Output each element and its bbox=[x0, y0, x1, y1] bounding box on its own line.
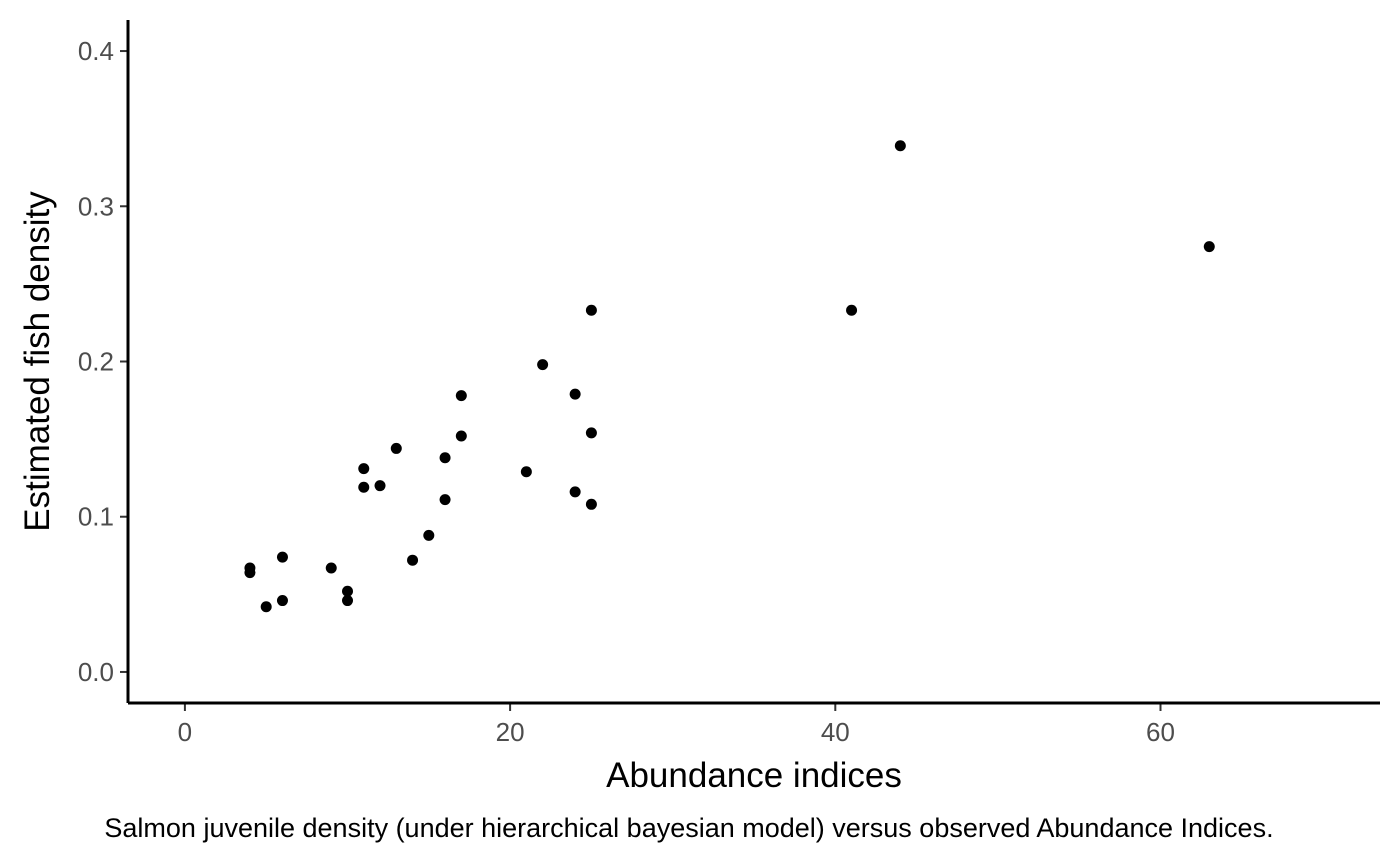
data-point bbox=[374, 480, 386, 492]
data-point bbox=[276, 551, 288, 563]
x-tick-label: 40 bbox=[821, 717, 850, 747]
data-point bbox=[276, 595, 288, 607]
data-point bbox=[439, 494, 451, 506]
data-point bbox=[894, 140, 906, 152]
y-tick-label: 0.1 bbox=[78, 502, 114, 532]
y-tick-label: 0.0 bbox=[78, 657, 114, 687]
x-axis-title: Abundance indices bbox=[606, 756, 902, 795]
data-point bbox=[390, 442, 402, 454]
y-tick-label: 0.4 bbox=[78, 36, 114, 66]
x-tick-label: 20 bbox=[496, 717, 525, 747]
x-axis-ticks: 0 20 40 60 bbox=[178, 703, 1175, 747]
x-tick-label: 60 bbox=[1146, 717, 1175, 747]
data-point bbox=[342, 595, 354, 607]
data-point bbox=[846, 304, 858, 316]
data-point bbox=[358, 463, 370, 475]
y-axis-ticks: 0.0 0.1 0.2 0.3 0.4 bbox=[78, 36, 128, 687]
data-point bbox=[423, 529, 435, 541]
data-point bbox=[585, 498, 597, 510]
data-point bbox=[260, 601, 272, 613]
figure-caption: Salmon juvenile density (under hierarchi… bbox=[104, 813, 1273, 843]
data-point bbox=[455, 430, 467, 442]
data-point bbox=[585, 304, 597, 316]
data-point bbox=[358, 481, 370, 493]
data-point bbox=[325, 562, 337, 574]
data-point bbox=[342, 585, 354, 597]
data-point bbox=[1203, 241, 1215, 253]
data-point bbox=[569, 486, 581, 498]
data-point bbox=[439, 452, 451, 464]
data-points bbox=[244, 140, 1215, 613]
data-point bbox=[569, 388, 581, 400]
x-tick-label: 0 bbox=[178, 717, 192, 747]
data-point bbox=[520, 466, 532, 478]
data-point bbox=[537, 359, 549, 371]
y-tick-label: 0.3 bbox=[78, 191, 114, 221]
data-point bbox=[244, 567, 256, 579]
data-point bbox=[455, 390, 467, 402]
y-axis-title: Estimated fish density bbox=[18, 191, 57, 532]
y-tick-label: 0.2 bbox=[78, 347, 114, 377]
data-point bbox=[585, 427, 597, 439]
data-point bbox=[407, 554, 419, 566]
